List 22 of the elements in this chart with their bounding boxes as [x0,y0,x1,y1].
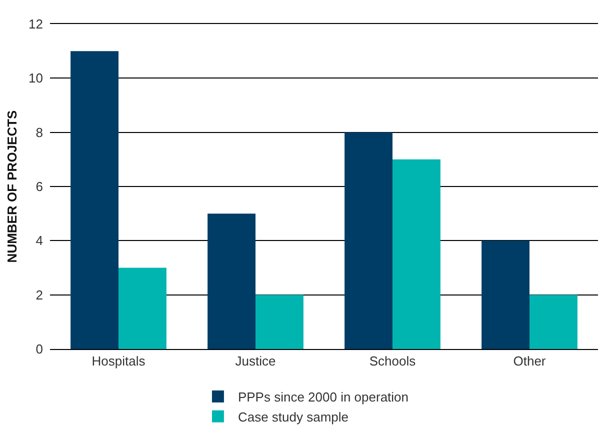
bar [392,159,440,349]
bar [208,214,256,349]
legend-label: PPPs since 2000 in operation [238,390,409,405]
x-tick-label: Hospitals [92,354,146,369]
bar [530,294,578,349]
y-axis-title: NUMBER OF PROJECTS [4,110,20,263]
x-tick-label: Schools [369,354,416,369]
bar [118,268,166,349]
x-tick-label: Other [513,354,546,369]
legend-label: Case study sample [238,409,349,424]
y-tick-label: 0 [36,342,43,357]
bar [344,132,392,349]
bar [256,294,304,349]
bar [482,240,530,349]
x-tick-label: Justice [235,354,276,369]
y-tick-label: 12 [28,16,43,32]
y-tick-label: 2 [36,287,43,302]
y-tick-label: 4 [36,233,43,248]
bar [70,51,118,349]
y-tick-label: 10 [28,70,43,86]
y-tick-label: 6 [36,179,43,194]
y-tick-label: 8 [36,124,43,140]
